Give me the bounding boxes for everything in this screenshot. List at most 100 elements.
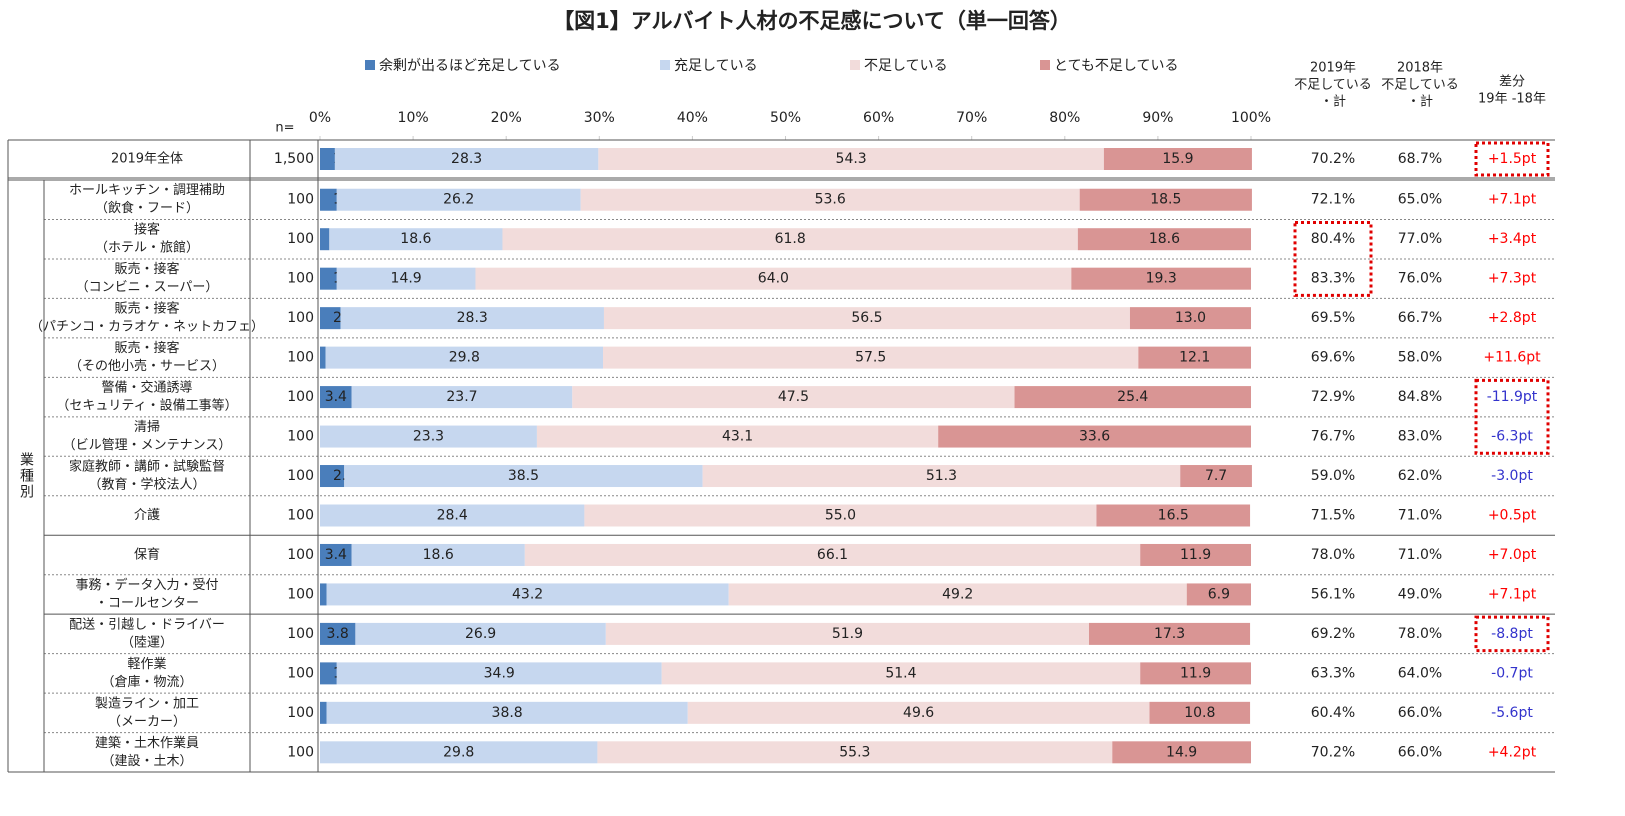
value-label: 14.9 [1166, 744, 1197, 760]
n-value: 1,500 [274, 151, 314, 167]
n-value: 100 [287, 744, 314, 760]
row-label: （ビル管理・メンテナンス） [63, 438, 232, 453]
highlight-box [1474, 141, 1550, 177]
value-label: 51.3 [926, 468, 957, 484]
diff-value: -0.7pt [1491, 665, 1533, 681]
column-header: 2018年 [1397, 61, 1443, 76]
value-label: 19.3 [1146, 271, 1177, 287]
total-value: 69.5% [1311, 310, 1355, 326]
total-value: 76.7% [1311, 429, 1355, 445]
value-label: 34.9 [484, 665, 515, 681]
row-label: 軽作業 [127, 656, 166, 672]
x-tick-label: 50% [770, 110, 801, 126]
bar-segment [320, 504, 585, 527]
value-label: 15.9 [1162, 151, 1193, 167]
total-value: 58.0% [1398, 350, 1442, 366]
diff-value: -11.9pt [1487, 389, 1538, 405]
n-value: 100 [287, 547, 314, 563]
total-value: 62.0% [1398, 468, 1442, 484]
total-value: 78.0% [1311, 547, 1355, 563]
value-label: 57.5 [855, 350, 886, 366]
bar-segment [603, 346, 1139, 369]
row-label: 建築・土木作業員 [95, 735, 199, 751]
bar-segment [1077, 228, 1251, 251]
value-label: 18.6 [400, 231, 431, 247]
n-value: 100 [287, 665, 314, 681]
x-tick-label: 100% [1231, 110, 1271, 126]
bar-segment [605, 622, 1090, 645]
bar-segment [728, 583, 1187, 606]
bar-segment [320, 662, 337, 685]
value-label: 11.9 [1180, 547, 1211, 563]
bar-segment [1096, 504, 1251, 527]
n-value: 100 [287, 626, 314, 642]
row-label: 警備・交通誘導 [101, 380, 192, 396]
bar-segment [336, 662, 662, 685]
value-label: 6.9 [1208, 586, 1230, 602]
total-value: 71.0% [1398, 507, 1442, 523]
value-label: 38.8 [492, 705, 523, 721]
value-label: 43.1 [722, 429, 753, 445]
value-label: 47.5 [778, 389, 809, 405]
x-tick-label: 10% [398, 110, 429, 126]
value-label: 33.6 [1079, 429, 1110, 445]
total-value: 71.5% [1311, 507, 1355, 523]
bar-segment [326, 583, 729, 606]
value-label: 25.4 [1117, 389, 1148, 405]
total-value: 80.4% [1311, 231, 1355, 247]
bar-segment [1149, 701, 1251, 724]
total-value: 77.0% [1398, 231, 1442, 247]
value-label: 51.4 [885, 665, 916, 681]
legend-label: 充足している [674, 58, 758, 74]
value-label: 54.3 [836, 151, 867, 167]
bar-segment [355, 622, 606, 645]
bar-segment [1140, 662, 1251, 685]
bar-segment [340, 307, 604, 330]
bar-segment [661, 662, 1141, 685]
total-value: 72.1% [1311, 192, 1355, 208]
bar-segment [475, 267, 1072, 290]
n-value: 100 [287, 586, 314, 602]
bar-segment [320, 465, 345, 488]
diff-value: +7.1pt [1488, 586, 1537, 602]
value-label: 49.2 [942, 586, 973, 602]
bar-segment [1138, 346, 1251, 369]
bar-segment [329, 228, 503, 251]
bar-segment [320, 267, 337, 290]
value-label: 56.5 [851, 310, 882, 326]
column-header: 2019年 [1310, 61, 1356, 76]
value-label: 26.2 [443, 192, 474, 208]
x-tick-label: 20% [491, 110, 522, 126]
bar-segment [1071, 267, 1251, 290]
row-label: （建設・土木） [101, 753, 192, 769]
bar-segment [1140, 543, 1251, 566]
n-value: 100 [287, 350, 314, 366]
value-label: 18.6 [423, 547, 454, 563]
column-header: 19年 -18年 [1478, 92, 1546, 107]
total-value: 56.1% [1311, 586, 1355, 602]
value-label: 51.9 [832, 626, 863, 642]
bar-segment [580, 188, 1080, 211]
n-value: 100 [287, 468, 314, 484]
bar-segment [702, 465, 1181, 488]
x-tick-label: 60% [863, 110, 894, 126]
value-label: 28.3 [451, 151, 482, 167]
value-label: 26.9 [465, 626, 496, 642]
value-label: 3.4 [325, 389, 347, 405]
value-label: 18.5 [1150, 192, 1181, 208]
diff-value: -5.6pt [1491, 705, 1533, 721]
row-label: （倉庫・物流） [101, 675, 192, 690]
column-header: ・計 [1320, 94, 1346, 110]
bar-segment [320, 622, 356, 645]
legend-swatch [365, 60, 375, 70]
total-value: 70.2% [1311, 744, 1355, 760]
value-label: 3.4 [325, 547, 347, 563]
bar-segment [584, 504, 1097, 527]
diff-value: +7.3pt [1488, 271, 1537, 287]
bar-segment [603, 307, 1130, 330]
diff-value: +11.6pt [1483, 350, 1541, 366]
n-value: 100 [287, 507, 314, 523]
value-label: 61.8 [775, 231, 806, 247]
value-label: 28.3 [457, 310, 488, 326]
row-label: （メーカー） [108, 714, 186, 729]
